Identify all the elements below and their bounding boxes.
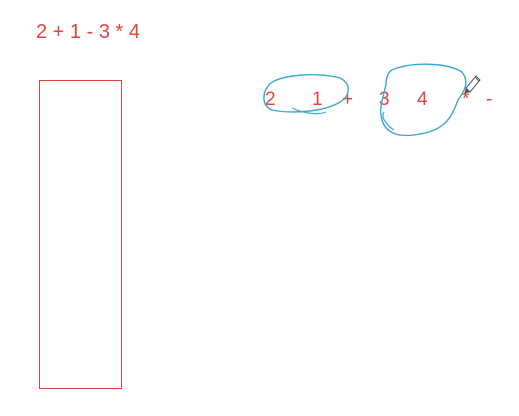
postfix-token: 4 <box>417 89 428 110</box>
scribble-tail-left <box>291 107 327 115</box>
stack-container <box>39 80 122 389</box>
scribble-loop-left <box>263 74 349 113</box>
scribble-hook-right <box>382 111 395 131</box>
postfix-token: - <box>486 89 493 110</box>
pencil-icon <box>464 75 481 94</box>
infix-expression: 2 + 1 - 3 * 4 <box>36 21 140 43</box>
scribble-loop-right <box>379 63 467 137</box>
postfix-token: 3 <box>379 89 390 110</box>
postfix-token: * <box>462 89 470 110</box>
postfix-token: 1 <box>312 89 323 110</box>
postfix-token: 2 <box>265 89 276 110</box>
postfix-token: + <box>342 89 354 110</box>
